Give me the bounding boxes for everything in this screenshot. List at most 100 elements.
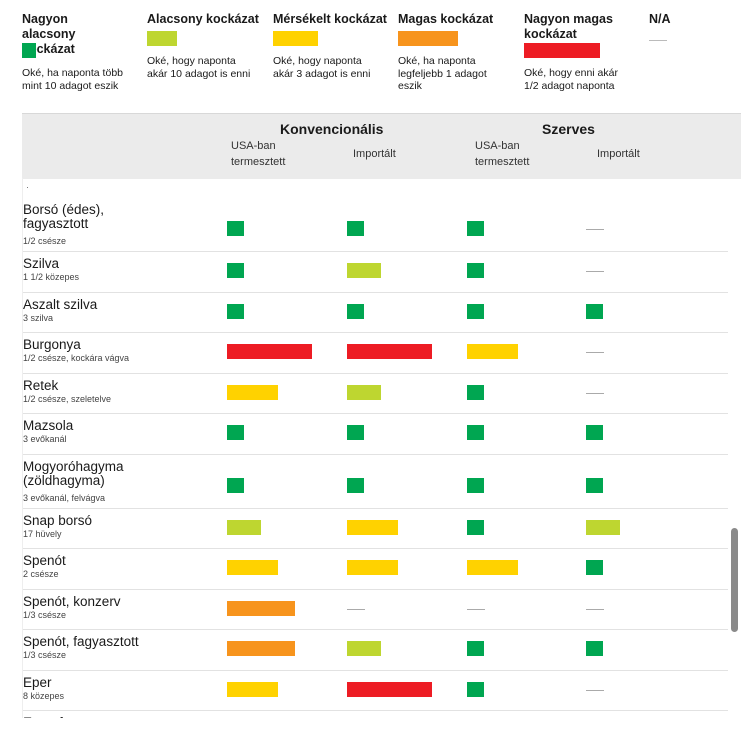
risk-cell-moderate [227,681,278,697]
food-portion: 1/2 csésze [23,236,67,246]
food-portion: 3 szilva [23,312,54,323]
food-name: Borsó (édes), fagyasztott [23,202,105,231]
legend-swatch [147,31,177,46]
food-portion: 1/2 csésze, szeletelve [23,393,112,404]
legend-item-na: N/A [649,12,689,41]
risk-cell-very-low [467,477,484,493]
legend-item-high: Magas kockázat Oké, ha naponta legfeljebb… [398,12,498,92]
food-name: Retek [23,377,59,393]
risk-cell-very-low [347,221,364,236]
organic-imported-label: Importált [597,148,640,160]
risk-cell-very-low [227,221,244,236]
risk-cell-low [586,519,620,535]
food-portion: 1/3 csésze [23,609,67,620]
legend-title: Nagyon magas kockázat [524,12,613,41]
risk-cell-moderate [227,560,278,575]
risk-cell-very-low [347,425,364,440]
risk-cell-high [227,641,295,656]
legend-title: Mérsékelt kockázat [273,12,387,26]
legend-title: Magas kockázat [398,12,494,26]
risk-cell-low [347,263,381,278]
risk-cell-na [586,608,604,610]
legend-item-low: Alacsony kockázat Oké, hogy naponta akár … [147,12,262,80]
risk-cell-very-low [467,263,484,278]
food-name: Epre, fagyasztott [23,716,223,719]
food-name: Szilva [23,256,60,271]
risk-cell-na [586,229,604,230]
table-header: Konvencionális Szerves USA-ban termeszte… [22,113,741,179]
table-row: Szilva 1 1/2 közepes [23,251,728,293]
food-portion: 1/3 csésze [23,650,67,660]
risk-cell-moderate [467,560,518,575]
legend-description: Oké, hogy enni akár 1/2 adagot naponta [524,67,618,92]
food-portion: 3 evőkanál [23,434,67,444]
food-name: Spenót [23,553,66,568]
table-scrollbar[interactable] [729,178,741,718]
risk-cell-na [586,271,604,272]
risk-cell-very-low [586,560,603,575]
legend-title: N/A [649,12,671,26]
risk-cell-very-low [467,681,484,697]
risk-cell-very-low [467,384,484,400]
risk-cell-moderate [467,344,518,359]
risk-cell-na [467,608,485,610]
organic-group-label: Szerves [542,121,595,137]
risk-cell-very-low [227,425,244,440]
risk-cell-na [586,392,604,394]
legend-description: Oké, ha naponta legfeljebb 1 adagot eszi… [398,55,487,92]
legend-swatch [524,43,600,58]
table-row: Aszalt szilva 3 szilva [23,292,728,333]
table-row: Borsó (édes), fagyasztott 1/2 csésze [23,197,728,252]
food-name: Spenót, konzerv [23,593,121,609]
table-row: Mazsola 3 evőkanál [23,413,728,455]
food-name: Aszalt szilva [23,296,98,312]
table-row: Snap borsó 17 hüvely [23,508,728,549]
legend-swatch [398,31,458,46]
food-portion: 1 1/2 közepes [23,272,80,282]
food-name: Snap borsó [23,512,93,528]
risk-cell-low [347,641,381,656]
risk-cell-very-high [347,344,432,359]
risk-cell-very-low [347,477,364,493]
risk-table-body[interactable]: · Borsó (édes), fagyasztott 1/2 csésze Szi… [22,178,728,718]
scroll-marker: · [26,182,29,192]
risk-cell-very-low [586,641,603,656]
legend-description: Oké, hogy naponta akár 3 adagot is enni [273,55,371,80]
risk-cell-very-low [227,477,244,493]
table-row: Epre, fagyasztott [23,710,728,719]
table-row: Mogyoróhagyma (zöldhagyma) 3 evőkanál, fe… [23,454,728,509]
table-row: Spenót, fagyasztott 1/3 csésze [23,629,728,671]
risk-cell-very-low [467,221,484,236]
legend-swatch [649,40,667,41]
risk-cell-very-high [347,681,432,697]
food-portion: 1/2 csésze, kockára vágva [23,353,130,363]
risk-cell-na [347,608,365,610]
risk-cell-very-low [586,425,603,440]
food-portion: 17 hüvely [23,528,62,539]
legend-swatch [22,43,36,58]
food-portion: 2 csésze [23,569,59,579]
risk-cell-na [586,352,604,353]
legend-swatch [273,31,318,46]
table-row: Retek 1/2 csésze, szeletelve [23,373,728,414]
risk-cell-very-low [586,303,603,319]
legend-item-moderate: Mérsékelt kockázat Oké, hogy naponta akár… [273,12,393,80]
risk-cell-moderate [347,560,398,575]
legend-title: Nagyon alacsony kockázat [22,12,76,56]
scrollbar-thumb[interactable] [731,528,738,632]
risk-legend: Nagyon alacsony kockázat Oké, ha naponta … [22,12,722,102]
food-name: Mazsola [23,418,74,433]
risk-cell-very-low [467,425,484,440]
food-name: Spenót, fagyasztott [23,634,139,649]
risk-cell-very-low [467,641,484,656]
legend-item-very-low: Nagyon alacsony kockázat Oké, ha naponta … [22,12,123,92]
legend-item-very-high: Nagyon magas kockázat Oké, hogy enni akár… [524,12,624,92]
food-name: Mogyoróhagyma (zöldhagyma) [23,458,124,488]
risk-cell-moderate [227,384,278,400]
risk-cell-very-low [467,303,484,319]
legend-title: Alacsony kockázat [147,12,259,26]
conventional-us-grown-label: USA-ban termesztett [231,140,286,168]
risk-cell-very-low [467,519,484,535]
risk-cell-high [227,600,295,616]
food-portion: 3 evőkanál, felvágva [23,492,106,503]
